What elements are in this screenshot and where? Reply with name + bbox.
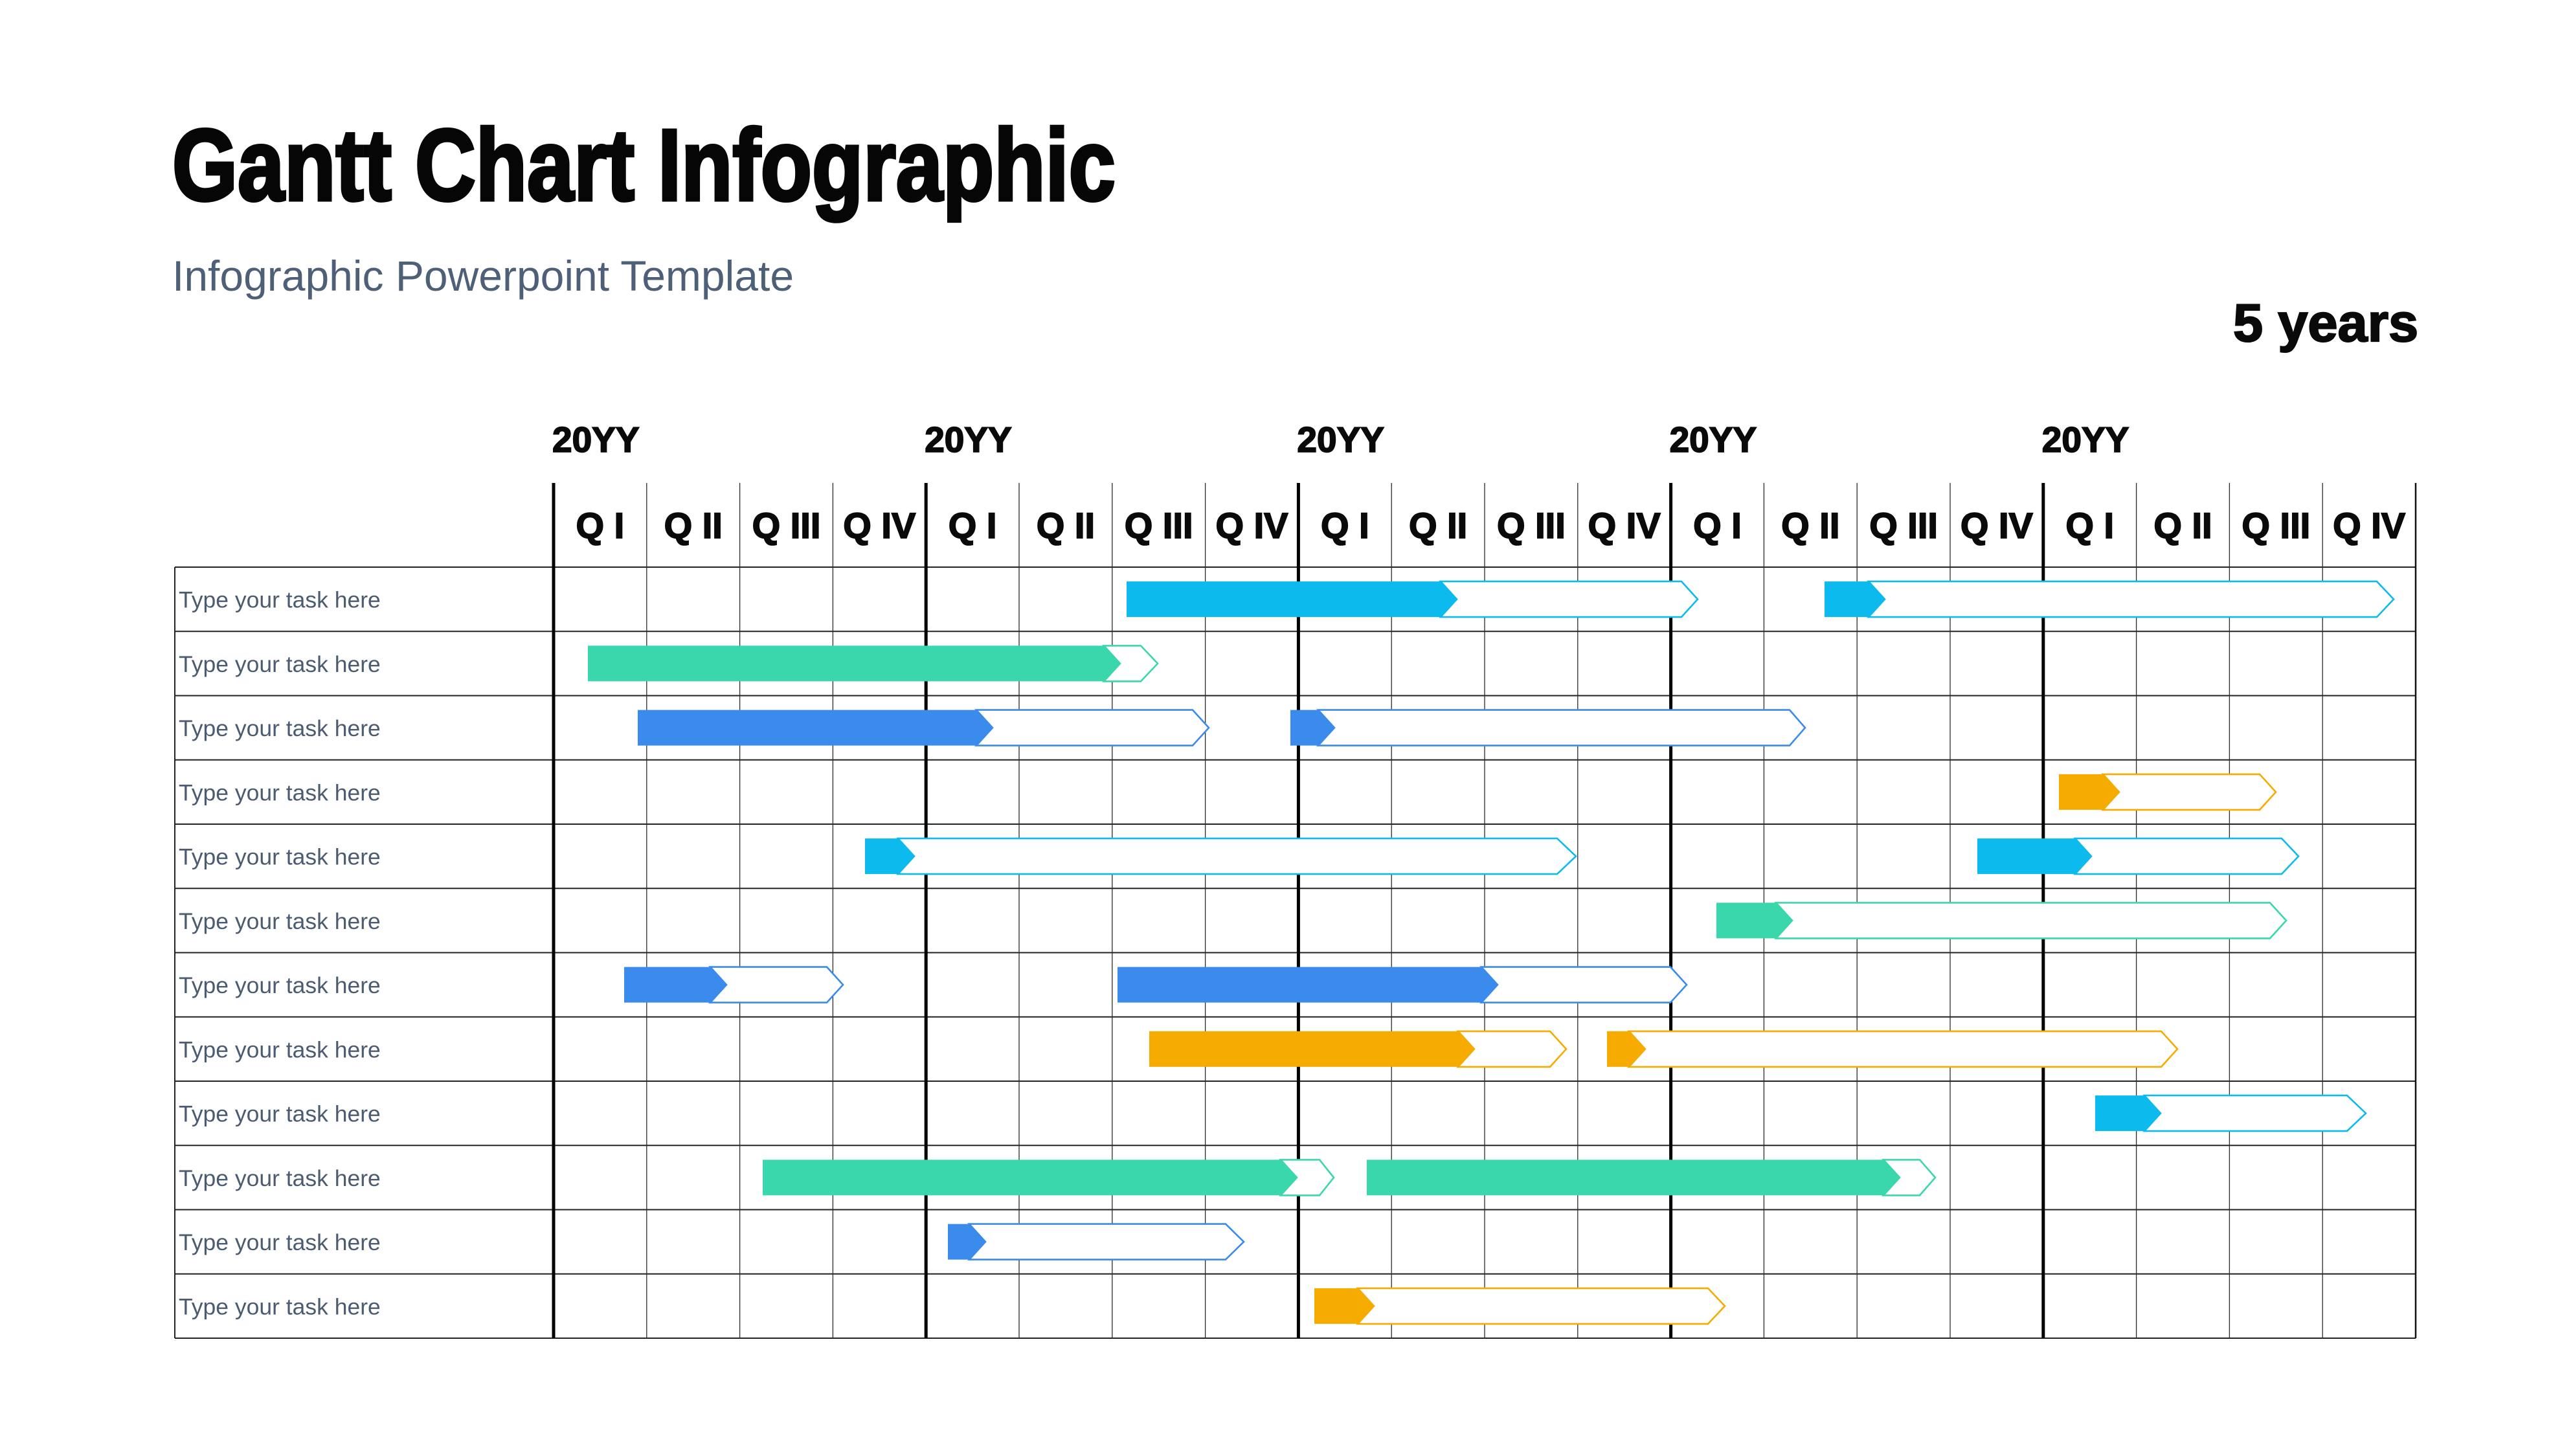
svg-text:Type your task here: Type your task here: [179, 1101, 381, 1127]
svg-text:20YY: 20YY: [2042, 420, 2129, 460]
svg-text:Q III: Q III: [2242, 505, 2310, 546]
svg-text:Q III: Q III: [1497, 505, 1566, 546]
svg-text:20YY: 20YY: [1670, 420, 1757, 460]
svg-text:Type your task here: Type your task here: [179, 844, 381, 870]
svg-text:Q II: Q II: [1409, 505, 1467, 546]
svg-text:Q II: Q II: [1781, 505, 1839, 546]
svg-text:20YY: 20YY: [552, 420, 640, 460]
svg-text:5 years: 5 years: [2233, 293, 2418, 353]
svg-text:Gantt Chart Infographic: Gantt Chart Infographic: [172, 108, 1116, 221]
svg-text:Type your task here: Type your task here: [179, 1165, 381, 1191]
svg-text:20YY: 20YY: [925, 420, 1012, 460]
svg-text:Type your task here: Type your task here: [179, 651, 381, 677]
svg-text:Q IV: Q IV: [2333, 505, 2405, 546]
svg-text:Q I: Q I: [1321, 505, 1369, 546]
svg-text:Q III: Q III: [1125, 505, 1193, 546]
svg-text:Q II: Q II: [664, 505, 723, 546]
svg-text:Type your task here: Type your task here: [179, 779, 381, 805]
svg-text:20YY: 20YY: [1297, 420, 1384, 460]
svg-text:Infographic Powerpoint Templat: Infographic Powerpoint Template: [172, 252, 794, 300]
svg-text:Type your task here: Type your task here: [179, 715, 381, 741]
svg-text:Q I: Q I: [576, 505, 625, 546]
svg-text:Q III: Q III: [752, 505, 821, 546]
svg-text:Type your task here: Type your task here: [179, 1294, 381, 1319]
svg-text:Type your task here: Type your task here: [179, 972, 381, 998]
svg-text:Type your task here: Type your task here: [179, 587, 381, 613]
svg-text:Q II: Q II: [1037, 505, 1095, 546]
svg-text:Type your task here: Type your task here: [179, 908, 381, 934]
svg-text:Q IV: Q IV: [1961, 505, 2033, 546]
svg-text:Q IV: Q IV: [1588, 505, 1661, 546]
svg-text:Q I: Q I: [2065, 505, 2114, 546]
svg-text:Q IV: Q IV: [1215, 505, 1288, 546]
svg-text:Q IV: Q IV: [843, 505, 916, 546]
svg-text:Type your task here: Type your task here: [179, 1036, 381, 1062]
svg-text:Type your task here: Type your task here: [179, 1229, 381, 1255]
svg-text:Q III: Q III: [1869, 505, 1938, 546]
svg-text:Q II: Q II: [2153, 505, 2212, 546]
svg-text:Q I: Q I: [1693, 505, 1742, 546]
svg-text:Q I: Q I: [949, 505, 997, 546]
